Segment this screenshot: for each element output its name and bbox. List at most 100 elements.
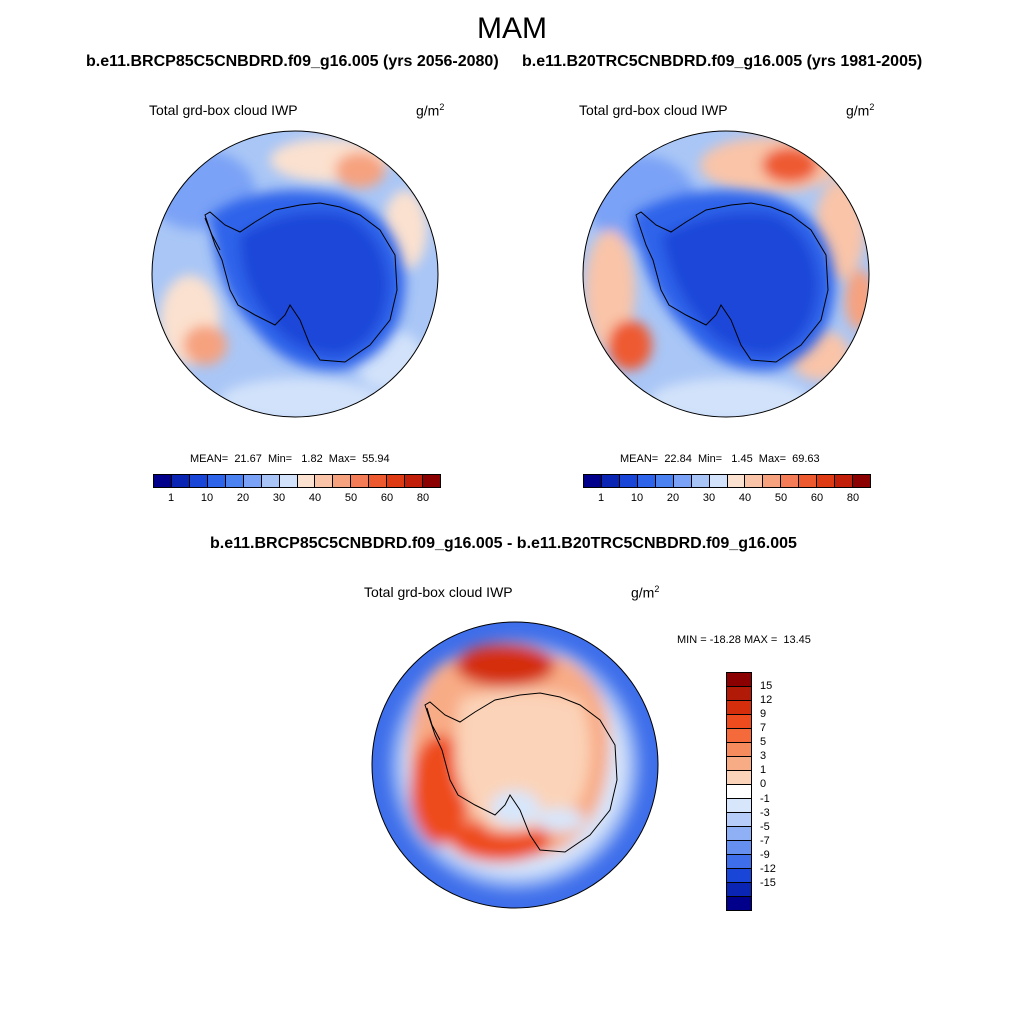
diff-colorbar-ticks: 15 12 9 7 5 3 1 0 -1 -3 -5 -7 -9 -12 -15 [760, 672, 800, 911]
colorbar-tick-label: 60 [380, 492, 394, 504]
colorbar-tick-label: 3 [760, 750, 767, 763]
colorbar-swatch [745, 475, 764, 487]
diff-stats: MIN = -18.28 MAX = 13.45 [677, 634, 811, 646]
right-stats: MEAN= 22.84 Min= 1.45 Max= 69.63 [620, 453, 820, 465]
colorbar-swatch [727, 687, 751, 701]
colorbar-tick-label: 80 [846, 492, 860, 504]
colorbar-tick-label: 30 [702, 492, 716, 504]
colorbar-swatch [727, 841, 751, 855]
colorbar-tick-label: 0 [760, 778, 767, 791]
colorbar-tick-label: 50 [344, 492, 358, 504]
left-variable-label: Total grd-box cloud IWP [149, 102, 298, 118]
colorbar-tick-label: 20 [236, 492, 250, 504]
colorbar-swatch [189, 475, 208, 487]
right-units-label: g/m2 [846, 102, 875, 119]
right-colorbar [583, 474, 871, 488]
colorbar-swatch [154, 475, 172, 487]
diff-units-label: g/m2 [631, 584, 660, 601]
colorbar-swatch [601, 475, 620, 487]
colorbar-tick-label: 80 [416, 492, 430, 504]
colorbar-tick-label: 15 [760, 680, 773, 693]
colorbar-swatch [727, 701, 751, 715]
colorbar-swatch [727, 673, 751, 687]
colorbar-swatch [351, 475, 370, 487]
colorbar-swatch [655, 475, 674, 487]
colorbar-swatch [619, 475, 638, 487]
colorbar-swatch [727, 729, 751, 743]
colorbar-swatch [423, 475, 440, 487]
colorbar-tick-label: 30 [272, 492, 286, 504]
colorbar-swatch [279, 475, 298, 487]
colorbar-swatch [709, 475, 728, 487]
colorbar-swatch [727, 827, 751, 841]
colorbar-swatch [763, 475, 782, 487]
colorbar-swatch [207, 475, 226, 487]
colorbar-swatch [691, 475, 710, 487]
colorbar-tick-label: 9 [760, 708, 767, 721]
colorbar-swatch [817, 475, 836, 487]
colorbar-swatch [727, 475, 746, 487]
colorbar-swatch [727, 715, 751, 729]
colorbar-swatch [727, 771, 751, 785]
colorbar-swatch [727, 869, 751, 883]
colorbar-swatch [853, 475, 870, 487]
colorbar-tick-label: 40 [738, 492, 752, 504]
colorbar-swatch [727, 897, 751, 910]
colorbar-tick-label: -12 [760, 862, 776, 875]
diff-colorbar [726, 672, 752, 911]
colorbar-swatch [261, 475, 280, 487]
right-variable-label: Total grd-box cloud IWP [579, 102, 728, 118]
colorbar-tick-label: -15 [760, 876, 776, 889]
colorbar-swatch [781, 475, 800, 487]
colorbar-swatch [799, 475, 818, 487]
colorbar-swatch [637, 475, 656, 487]
colorbar-tick-label: 1 [167, 492, 175, 504]
colorbar-swatch [727, 813, 751, 827]
colorbar-tick-label: -9 [760, 848, 770, 861]
colorbar-tick-label: 1 [597, 492, 605, 504]
colorbar-swatch [727, 757, 751, 771]
left-stats: MEAN= 21.67 Min= 1.82 Max= 55.94 [190, 453, 390, 465]
colorbar-tick-label: 7 [760, 722, 767, 735]
colorbar-swatch [333, 475, 352, 487]
colorbar-tick-label: 10 [630, 492, 644, 504]
colorbar-swatch [727, 785, 751, 799]
colorbar-swatch [225, 475, 244, 487]
colorbar-tick-label: 40 [308, 492, 322, 504]
colorbar-swatch [727, 883, 751, 897]
left-colorbar-ticks: 1 10 20 30 40 50 60 80 [153, 492, 441, 508]
colorbar-swatch [297, 475, 316, 487]
colorbar-swatch [673, 475, 692, 487]
colorbar-swatch [405, 475, 424, 487]
colorbar-swatch [727, 743, 751, 757]
colorbar-swatch [387, 475, 406, 487]
colorbar-tick-label: 10 [200, 492, 214, 504]
diff-variable-label: Total grd-box cloud IWP [364, 584, 513, 600]
colorbar-tick-label: 20 [666, 492, 680, 504]
right-case-title: b.e11.B20TRC5CNBDRD.f09_g16.005 (yrs 198… [522, 53, 923, 70]
colorbar-tick-label: 1 [760, 764, 767, 777]
colorbar-tick-label: 60 [810, 492, 824, 504]
left-colorbar [153, 474, 441, 488]
colorbar-swatch [727, 855, 751, 869]
figure-title: MAM [477, 12, 547, 45]
colorbar-swatch [315, 475, 334, 487]
colorbar-tick-label: 50 [774, 492, 788, 504]
colorbar-tick-label: -7 [760, 834, 770, 847]
colorbar-tick-label: 12 [760, 694, 773, 707]
colorbar-swatch [727, 799, 751, 813]
colorbar-swatch [584, 475, 602, 487]
colorbar-swatch [243, 475, 262, 487]
colorbar-tick-label: -1 [760, 792, 770, 805]
left-units-label: g/m2 [416, 102, 445, 119]
colorbar-swatch [835, 475, 854, 487]
left-case-title: b.e11.BRCP85C5CNBDRD.f09_g16.005 (yrs 20… [86, 53, 499, 70]
right-colorbar-ticks: 1 10 20 30 40 50 60 80 [583, 492, 871, 508]
colorbar-swatch [171, 475, 190, 487]
diff-case-title: b.e11.BRCP85C5CNBDRD.f09_g16.005 - b.e11… [210, 535, 797, 552]
colorbar-tick-label: -3 [760, 806, 770, 819]
colorbar-tick-label: 5 [760, 736, 767, 749]
